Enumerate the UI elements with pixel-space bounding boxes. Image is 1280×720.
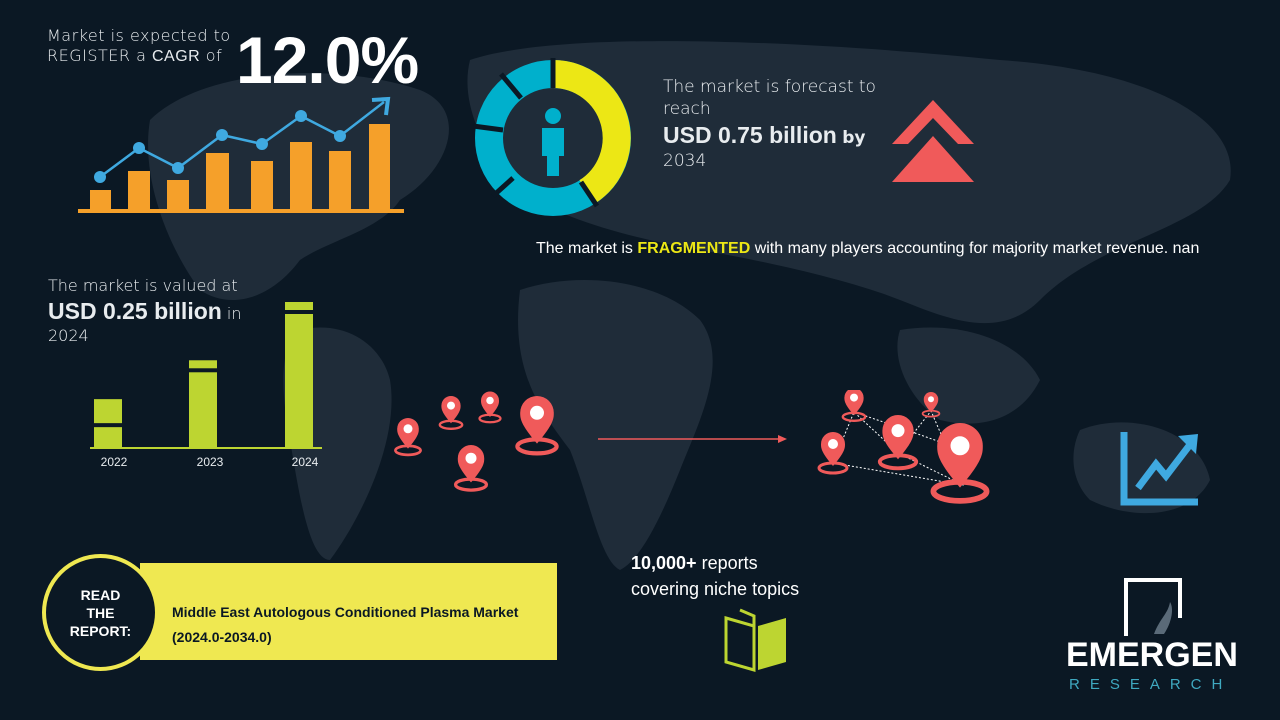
location-network-icons: [394, 390, 1020, 505]
tick-label-2023: 2023: [196, 455, 224, 469]
growth-bar: [167, 180, 189, 210]
location-pin-icon: [933, 423, 986, 501]
cagr-value: 12.0%: [236, 23, 419, 97]
growth-bar: [369, 124, 390, 210]
reports-count: 10,000+: [631, 553, 697, 573]
frag-post: with many players accounting for majorit…: [750, 240, 1200, 257]
fragmented-statement: The market is FRAGMENTED with many playe…: [536, 238, 1216, 259]
arrow-head-icon: [371, 96, 391, 116]
growth-bar: [290, 142, 312, 210]
valued-caption: The market is valued at: [48, 276, 238, 295]
cagr-post: of: [200, 46, 223, 65]
reports-block: 10,000+ reports covering niche topics: [631, 550, 799, 602]
forecast-year: 2034: [663, 151, 707, 171]
growth-bar: [90, 190, 111, 210]
forecast-block: The market is forecast to reach USD 0.75…: [663, 76, 903, 172]
read-report-label: READ THE REPORT:: [69, 586, 132, 639]
growth-chart-icon: [78, 96, 404, 213]
emergen-logo-mark: [1124, 578, 1182, 636]
cagr-line1: Market is expected to: [47, 26, 231, 45]
report-title-band[interactable]: [140, 563, 557, 660]
trend-up-icon: [1120, 432, 1198, 506]
bar-stripe: [285, 310, 313, 314]
location-pin-icon: [921, 391, 941, 418]
cagr-line2: REGISTER a CAGR of: [47, 46, 231, 67]
reports-word: reports: [696, 553, 758, 573]
location-pin-icon: [478, 390, 502, 424]
cagr-pre: REGISTER a: [47, 46, 152, 65]
market-value-chart: [90, 302, 322, 449]
reports-caption: covering niche topics: [631, 579, 800, 599]
location-pin-icon: [438, 394, 464, 430]
bar-stripe: [94, 423, 122, 428]
forecast-caption: The market is forecast to reach: [663, 77, 876, 119]
valued-in: in: [226, 304, 242, 323]
tick-label-2022: 2022: [100, 455, 128, 469]
growth-line: [99, 101, 385, 179]
valued-value: USD 0.25 billion: [48, 298, 222, 324]
growth-bar: [128, 171, 150, 210]
location-pin-icon: [517, 396, 556, 453]
location-pin-icon: [877, 413, 919, 471]
value-bar-2024: [285, 302, 313, 448]
value-bar-2023: [189, 360, 217, 448]
person-icon: [542, 128, 564, 176]
read-report-button[interactable]: READ THE REPORT:: [42, 554, 159, 671]
growth-bar: [329, 151, 351, 210]
growth-bar: [251, 161, 273, 210]
open-book-icon: [724, 608, 786, 672]
frag-pre: The market is: [536, 240, 638, 257]
cagr-bold: CAGR: [151, 48, 201, 65]
valued-block: The market is valued at USD 0.25 billion…: [48, 275, 242, 347]
growth-baseline: [78, 209, 404, 213]
report-title[interactable]: Middle East Autologous Conditioned Plasm…: [172, 604, 519, 645]
location-pin-icon: [394, 416, 422, 457]
location-pin-icon: [453, 443, 489, 492]
frag-highlight: FRAGMENTED: [637, 240, 751, 257]
logo-name: EMERGEN: [1066, 636, 1238, 674]
location-pin-icon: [841, 390, 867, 422]
donut-yellow-segment: [552, 60, 631, 204]
valued-year: 2024: [48, 326, 89, 345]
tick-label-2024: 2024: [291, 455, 319, 469]
forecast-value: USD 0.75 billion: [663, 122, 837, 148]
growth-bar: [206, 153, 229, 210]
logo-subtitle: RESEARCH: [1069, 676, 1233, 693]
donut-person-icon: [472, 58, 631, 216]
double-chevron-up-icon: [892, 100, 974, 182]
location-pin-icon: [817, 430, 849, 475]
forecast-by: by: [842, 128, 866, 148]
cagr-caption: Market is expected to REGISTER a CAGR of: [47, 26, 231, 67]
value-baseline: [90, 447, 322, 449]
bar-stripe: [189, 368, 217, 373]
